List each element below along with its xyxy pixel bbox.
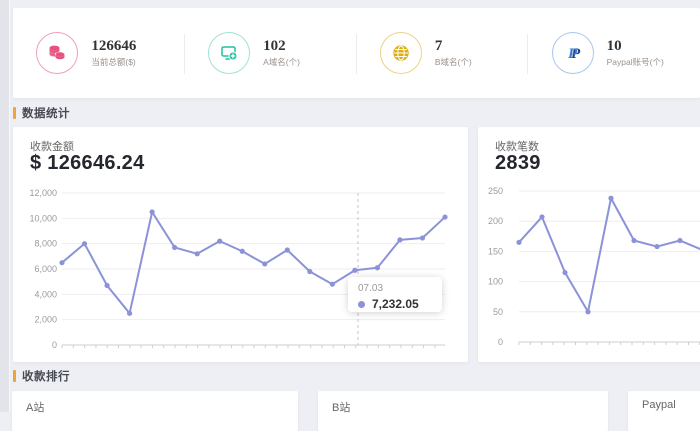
- chart-tooltip: 07.03 7,232.05: [348, 277, 442, 312]
- stat-label-paypal: Paypal账号(个): [606, 57, 664, 67]
- stat-item-b-domains: 7 B域名(个): [357, 8, 529, 98]
- svg-text:150: 150: [488, 246, 503, 256]
- chart-value-amount: $ 126646.24: [30, 152, 145, 174]
- svg-text:6,000: 6,000: [34, 264, 57, 274]
- svg-text:4,000: 4,000: [34, 289, 57, 299]
- amount-line-chart[interactable]: 0 2,000 4,000 6,000 8,000 10,000 12,000: [13, 127, 468, 362]
- ranking-card-b-site-label: B站: [332, 402, 351, 414]
- domain-add-icon: [208, 32, 251, 74]
- stat-value-b-domains: 7: [434, 38, 443, 54]
- chart-card-amount: 收款金额 $ 126646.24 0 2,000 4,000 6,000 8,000 10…: [13, 127, 468, 362]
- svg-text:8,000: 8,000: [34, 239, 57, 249]
- svg-text:0: 0: [498, 337, 503, 347]
- left-sidebar-edge: [0, 0, 10, 412]
- section-title-ranking: 收款排行: [22, 371, 70, 383]
- svg-text:50: 50: [493, 307, 503, 317]
- svg-text:2,000: 2,000: [34, 315, 57, 325]
- chart-title-amount: 收款金额: [30, 141, 74, 153]
- svg-text:10,000: 10,000: [29, 213, 57, 223]
- section-accent-bar: [13, 107, 16, 119]
- stat-label-total-amount: 当前总额($): [91, 57, 136, 67]
- stat-item-paypal: P P 10 Paypal账号(个): [528, 8, 700, 98]
- tooltip-value: 7,232.05: [372, 297, 419, 311]
- stat-item-a-domains: 102 A域名(个): [185, 8, 357, 98]
- paypal-icon: P P: [551, 32, 594, 74]
- svg-text:100: 100: [488, 277, 503, 287]
- section-header-ranking: 收款排行: [13, 369, 70, 383]
- stat-label-a-domains: A域名(个): [263, 57, 300, 67]
- section-header-data-stats: 数据统计: [13, 106, 70, 120]
- section-title-data-stats: 数据统计: [22, 108, 70, 120]
- globe-icon: [379, 32, 422, 74]
- ranking-card-paypal: Paypal: [628, 391, 700, 431]
- svg-text:P: P: [568, 46, 578, 62]
- svg-text:0: 0: [52, 340, 57, 350]
- svg-text:12,000: 12,000: [29, 188, 57, 198]
- stat-item-total-amount: 126646 当前总额($): [13, 8, 185, 98]
- svg-text:200: 200: [488, 216, 503, 226]
- ranking-card-a-site: A站: [12, 391, 298, 431]
- svg-text:250: 250: [488, 186, 503, 196]
- ranking-card-a-site-label: A站: [26, 402, 45, 414]
- stat-label-b-domains: B域名(个): [434, 57, 472, 67]
- stat-value-total-amount: 126646: [91, 38, 137, 54]
- tooltip-date: 07.03: [358, 283, 384, 294]
- count-line-chart[interactable]: 0 50 100 150 200 250: [478, 127, 700, 362]
- ranking-card-b-site: B站: [318, 391, 608, 431]
- coins-icon: [36, 32, 79, 74]
- stat-value-a-domains: 102: [263, 38, 286, 54]
- tooltip-series-dot: [358, 300, 365, 308]
- stat-summary-card: 126646 当前总额($) 102 A域名(个): [13, 8, 700, 98]
- stat-value-paypal: 10: [606, 38, 622, 54]
- ranking-card-paypal-label: Paypal: [642, 399, 676, 411]
- svg-text:P: P: [571, 46, 581, 62]
- chart-title-count: 收款笔数: [495, 141, 539, 153]
- chart-value-count: 2839: [495, 152, 541, 174]
- chart-card-count: 收款笔数 2839 0 50 100 150 200 250: [478, 127, 700, 362]
- section-accent-bar: [13, 370, 16, 382]
